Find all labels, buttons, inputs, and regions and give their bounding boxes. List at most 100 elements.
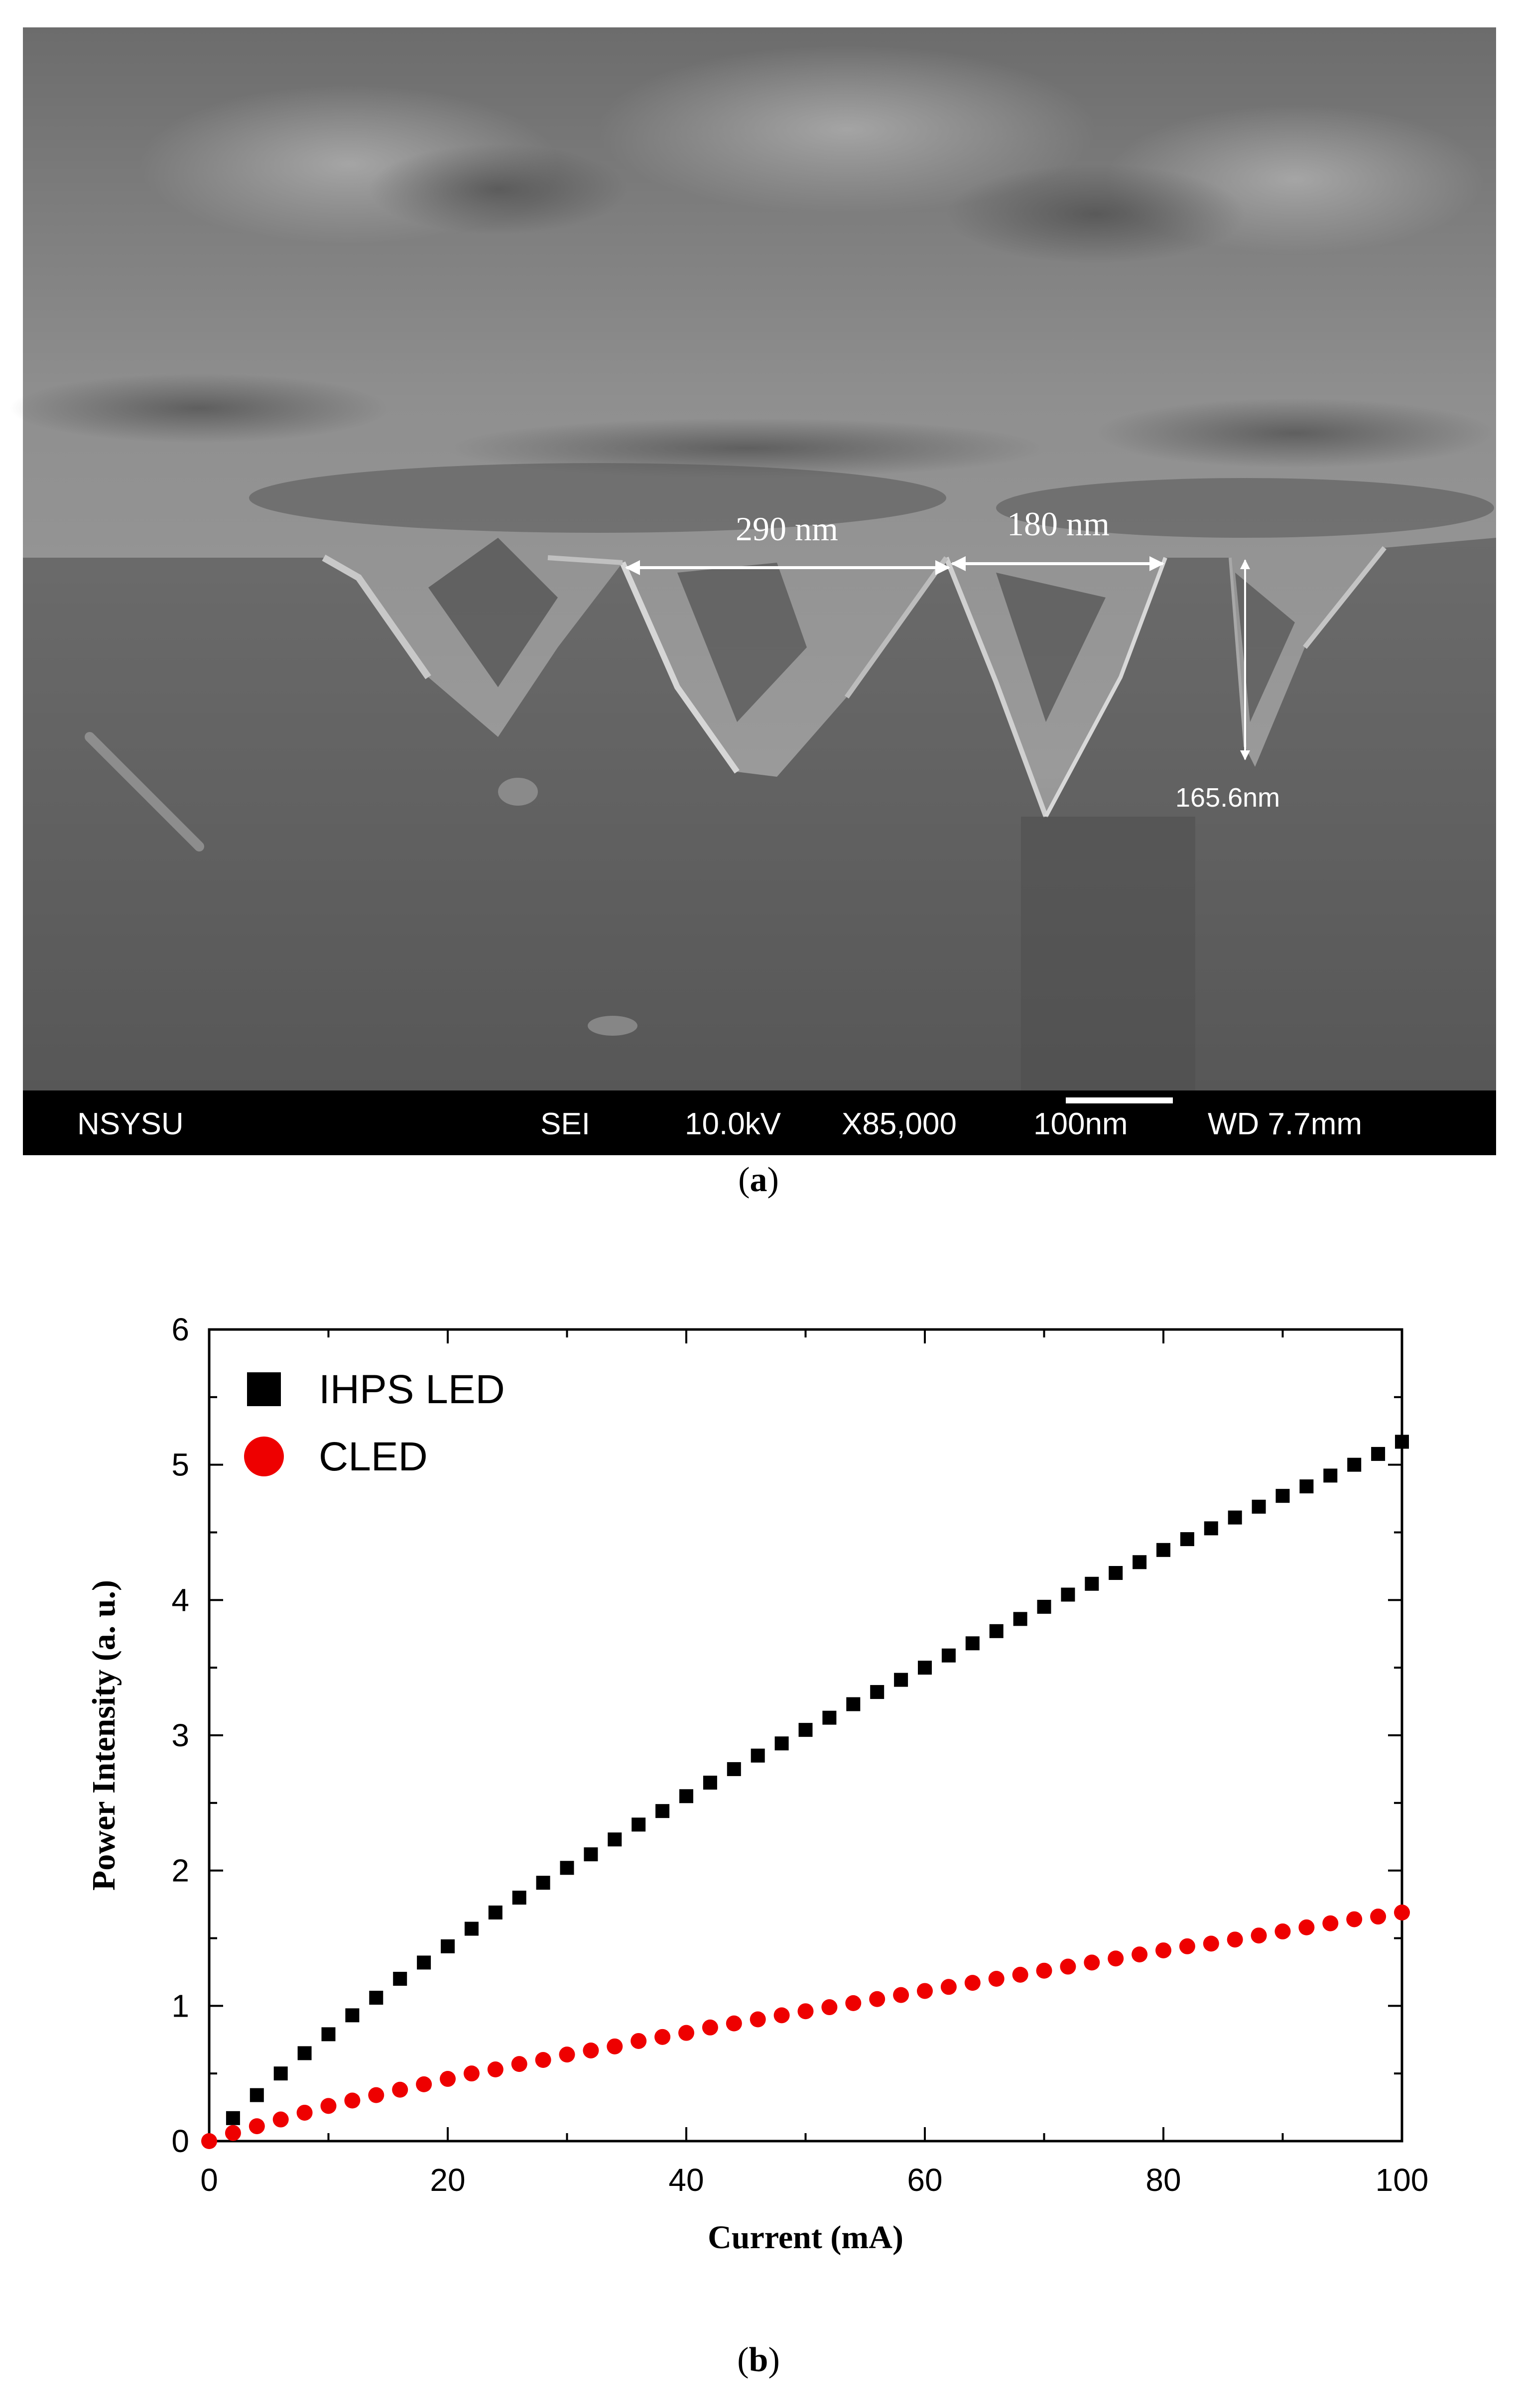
data-point (368, 2087, 384, 2103)
data-point (1371, 1446, 1386, 1461)
y-tick-label: 1 (171, 1988, 189, 2024)
y-tick-label: 6 (171, 1312, 189, 1347)
data-point (1299, 1479, 1314, 1494)
legend-label: IHPS LED (319, 1367, 505, 1412)
data-point (441, 1939, 455, 1953)
data-point (559, 2047, 575, 2063)
data-point (560, 1861, 574, 1875)
data-point (1227, 1931, 1243, 1948)
data-point (1084, 1954, 1100, 1971)
data-point (1275, 1489, 1290, 1503)
data-point (894, 1673, 908, 1687)
data-point (988, 1971, 1005, 1987)
data-point (320, 2098, 337, 2114)
info-magnification: X85,000 (842, 1107, 957, 1141)
data-point (440, 2071, 456, 2087)
data-point (1395, 1435, 1409, 1449)
data-point (989, 1624, 1004, 1638)
data-point (321, 2027, 336, 2042)
x-axis-label: Current (mA) (708, 2219, 903, 2256)
data-point (512, 1891, 526, 1905)
data-point (416, 2076, 432, 2092)
data-point (1251, 1927, 1267, 1944)
data-point (1061, 1587, 1075, 1602)
x-tick-label: 0 (200, 2162, 218, 2198)
data-point (1370, 1909, 1387, 1925)
data-point (632, 1817, 646, 1832)
sem-micrograph: 290 nm 180 nm 165.6nm NSYSU SEI 10.0kV X… (10, 27, 1496, 1155)
y-tick-label: 5 (171, 1447, 189, 1483)
data-point (249, 2118, 265, 2135)
data-point (393, 1972, 407, 1986)
data-point (1203, 1935, 1219, 1952)
data-point (464, 1922, 479, 1936)
x-tick-label: 20 (430, 2162, 465, 2198)
data-point (1155, 1942, 1171, 1958)
data-point (1060, 1958, 1076, 1975)
data-point (1037, 1599, 1051, 1614)
data-point (273, 2066, 288, 2081)
data-point (463, 2065, 480, 2082)
data-point (798, 1723, 813, 1737)
series-2 (201, 1904, 1410, 2149)
info-lab: NSYSU (77, 1107, 184, 1141)
data-point (822, 1710, 837, 1725)
width-label-180: 180 nm (1007, 505, 1110, 543)
data-point (225, 2125, 241, 2141)
data-point (750, 2011, 766, 2028)
legend-marker (244, 1437, 284, 1476)
data-point (893, 1987, 909, 2003)
data-point (941, 1648, 956, 1663)
data-point (417, 1955, 431, 1970)
data-point (631, 2033, 647, 2049)
chart-series (201, 1435, 1410, 2149)
data-point (584, 1847, 598, 1862)
data-point (846, 1697, 861, 1711)
data-point (369, 1991, 383, 2005)
data-point (845, 1995, 862, 2011)
data-point (1085, 1576, 1099, 1591)
data-point (1180, 1532, 1194, 1547)
data-point (797, 2003, 814, 2020)
data-point (1323, 1468, 1338, 1483)
data-point (679, 1789, 693, 1804)
legend-marker (247, 1372, 281, 1406)
y-tick-label: 3 (171, 1717, 189, 1753)
legend-label: CLED (319, 1434, 428, 1479)
y-axis-label: Power Intensity (a. u.) (86, 1580, 122, 1891)
data-point (535, 2052, 551, 2068)
data-point (869, 1991, 885, 2007)
data-point (488, 1905, 503, 1920)
caption-a: (a) (738, 1161, 779, 1199)
data-point (1108, 1950, 1124, 1967)
data-point (1109, 1566, 1123, 1580)
data-point (1036, 1962, 1052, 1979)
data-point (774, 1736, 789, 1751)
data-point (344, 2092, 361, 2109)
power-intensity-chart: 0 20 40 60 80 100 0 1 2 3 4 5 6 IHPS LED CLED Current… (86, 1312, 1428, 2256)
data-point (751, 1748, 765, 1763)
data-point (297, 2046, 312, 2060)
info-voltage: 10.0kV (685, 1107, 781, 1141)
data-point (607, 2038, 623, 2054)
data-point (1013, 1612, 1027, 1626)
info-mode: SEI (540, 1107, 590, 1141)
x-tick-label: 60 (907, 2162, 942, 2198)
data-point (654, 2029, 671, 2045)
data-point (250, 2088, 264, 2102)
data-point (870, 1685, 885, 1699)
data-point (583, 2042, 599, 2058)
y-tick-label: 2 (171, 1853, 189, 1889)
x-tick-label: 40 (668, 2162, 704, 2198)
depth-label: 165.6nm (1175, 783, 1280, 813)
sem-info-bar: NSYSU SEI 10.0kV X85,000 100nm WD 7.7mm (23, 1090, 1496, 1155)
caption-b: (b) (737, 2341, 780, 2379)
data-point (1298, 1919, 1315, 1935)
chart-legend: IHPS LED CLED (244, 1367, 505, 1479)
data-point (727, 1762, 741, 1776)
data-point (1204, 1521, 1218, 1536)
data-point (678, 2025, 694, 2041)
data-point (1132, 1946, 1148, 1963)
caption-b-letter: b (749, 2341, 768, 2379)
data-point (821, 1999, 838, 2016)
